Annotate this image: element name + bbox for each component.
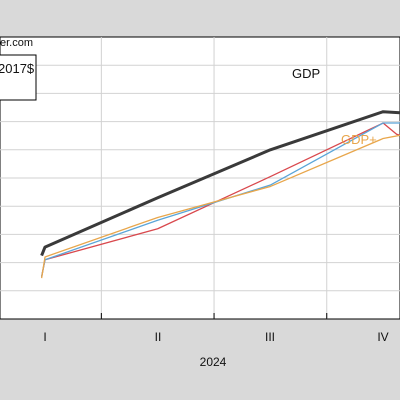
x-axis-ticks: [100, 313, 328, 319]
series-label-gdp-plus: GDP+: [341, 132, 377, 147]
x-axis-year-label: 2024: [200, 355, 227, 369]
series-line-gdp: [40, 110, 400, 257]
units-text: 2017$: [0, 61, 35, 76]
x-tick-label-q2: II: [155, 330, 162, 344]
series-lines: [40, 110, 400, 279]
units-legend-box: 2017$: [0, 54, 37, 101]
x-tick-label-q3: III: [265, 330, 275, 344]
series-line-gdp-plus: [40, 134, 400, 279]
source-text: er.com: [0, 37, 33, 49]
gridlines: [0, 37, 400, 319]
series-label-gdp: GDP: [292, 66, 320, 81]
x-tick-label-q4: IV: [377, 330, 388, 344]
x-tick-label-q1: I: [43, 330, 46, 344]
